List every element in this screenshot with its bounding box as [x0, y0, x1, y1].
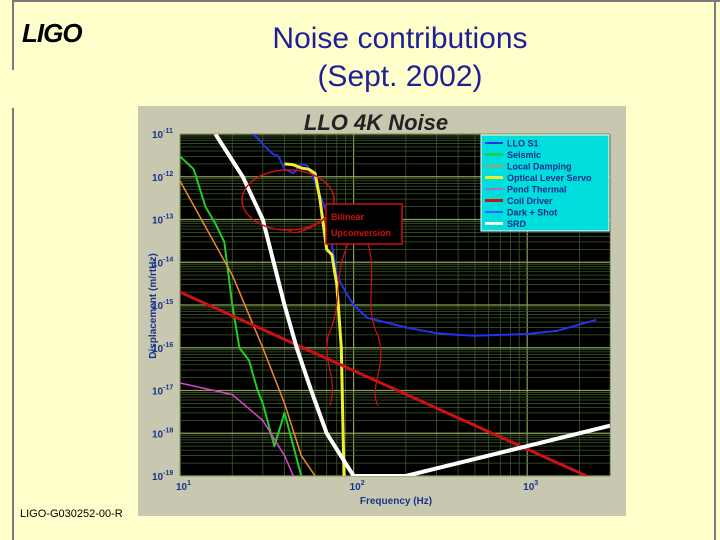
series-line-3	[180, 180, 316, 476]
series-line-5	[180, 382, 295, 476]
y-tick-label: 10-18	[152, 427, 173, 440]
chart-title: LLO 4K Noise	[304, 110, 448, 135]
series-line-1	[251, 134, 597, 337]
series-line-2	[180, 155, 303, 476]
x-axis-label: Frequency (Hz)	[360, 496, 432, 507]
annotation-box	[325, 203, 403, 245]
slide-title-line2: (Sept. 2002)	[317, 60, 483, 93]
series-line-8	[213, 134, 610, 476]
y-tick-label: 10-19	[152, 470, 173, 483]
legend-label: Seismic	[507, 150, 541, 160]
y-tick-label: 10-12	[152, 171, 173, 184]
x-tick-label: 101	[176, 480, 191, 493]
x-tick-label: 103	[523, 480, 538, 493]
y-axis-label: Displacement (m/rtHz)	[148, 253, 159, 359]
legend-label: Coil Driver	[507, 196, 553, 206]
ligo-logo: LIGO	[22, 18, 83, 48]
document-id-footer: LIGO-G030252-00-R	[20, 508, 123, 520]
series-line-4	[284, 162, 346, 476]
noise-chart: LLO 4K Noise Bilinear Upconversion 101 102…	[148, 110, 611, 507]
legend-label: SRD	[507, 219, 527, 229]
x-tick-label: 102	[350, 480, 365, 493]
annotation-squiggle-2	[367, 243, 382, 407]
y-tick-label: 10-13	[152, 214, 173, 227]
y-tick-label: 10-14	[152, 256, 173, 269]
y-tick-label: 10-11	[152, 128, 173, 141]
legend-label: LLO S1	[507, 139, 539, 149]
slide-title-line1: Noise contributions	[272, 22, 528, 55]
legend-box	[480, 134, 610, 232]
y-tick-label: 10-15	[152, 299, 173, 312]
series-line-6	[180, 290, 588, 476]
noise-chart-panel: LLO 4K Noise Bilinear Upconversion 101 102…	[138, 106, 626, 516]
slide-frame-left-lower	[12, 108, 14, 540]
annotation-text-line1: Bilinear	[331, 212, 365, 222]
slide-frame-right	[714, 0, 716, 540]
slide-title: Noise contributions (Sept. 2002)	[180, 20, 620, 96]
legend-label: Local Damping	[507, 162, 572, 172]
tick-labels: 101 102 103 10-11 10-12 10-13 10-14 10-15 10-16 1…	[152, 128, 538, 493]
annotation-squiggle-1	[326, 243, 349, 407]
legend-label: Dark + Shot	[507, 208, 557, 218]
annotation-text-line2: Upconversion	[331, 228, 391, 238]
slide-frame-left	[12, 0, 14, 70]
annotations: Bilinear Upconversion	[241, 169, 403, 407]
y-tick-label: 10-17	[152, 385, 173, 398]
y-tick-label: 10-16	[152, 342, 173, 355]
series-lines	[180, 134, 610, 476]
annotation-pointer	[287, 217, 327, 234]
legend-label: Pend Thermal	[507, 185, 567, 195]
slide-frame-top	[12, 0, 720, 2]
legend-label: Optical Lever Servo	[507, 173, 592, 183]
